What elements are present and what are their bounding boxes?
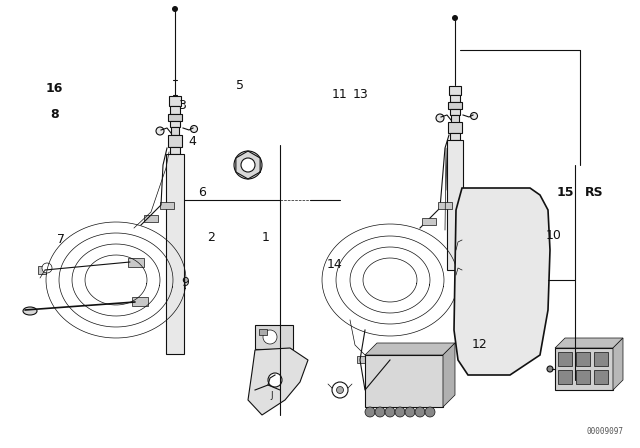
Bar xyxy=(558,352,572,366)
Circle shape xyxy=(337,387,344,393)
Bar xyxy=(255,325,293,349)
Circle shape xyxy=(547,366,553,372)
Circle shape xyxy=(395,407,405,417)
Circle shape xyxy=(172,6,178,12)
Bar xyxy=(365,355,443,407)
Text: 8: 8 xyxy=(50,108,59,121)
Bar xyxy=(170,121,180,127)
Circle shape xyxy=(250,386,258,394)
Text: 10: 10 xyxy=(546,228,561,242)
Bar xyxy=(422,218,436,225)
Circle shape xyxy=(405,407,415,417)
Text: 7: 7 xyxy=(57,233,65,246)
Bar xyxy=(594,352,608,366)
Text: 2: 2 xyxy=(207,231,215,244)
Bar xyxy=(168,114,182,121)
Bar xyxy=(170,106,180,114)
Bar xyxy=(447,140,463,270)
Polygon shape xyxy=(248,348,308,415)
Circle shape xyxy=(425,407,435,417)
Bar xyxy=(576,370,590,384)
Text: 11: 11 xyxy=(332,87,347,101)
Bar xyxy=(450,95,460,102)
Circle shape xyxy=(156,127,164,135)
Circle shape xyxy=(234,151,262,179)
Bar xyxy=(259,329,267,335)
Text: 16: 16 xyxy=(45,82,63,95)
Circle shape xyxy=(241,158,255,172)
Text: 13: 13 xyxy=(353,87,368,101)
Text: RS: RS xyxy=(584,186,604,199)
Circle shape xyxy=(497,247,523,273)
Polygon shape xyxy=(555,338,623,348)
Bar xyxy=(169,96,181,106)
Circle shape xyxy=(415,407,425,417)
Circle shape xyxy=(191,125,198,133)
Bar xyxy=(144,215,158,222)
Text: 14: 14 xyxy=(327,258,342,271)
Bar xyxy=(558,370,572,384)
Bar xyxy=(128,258,144,267)
Bar xyxy=(451,115,459,123)
Text: 4: 4 xyxy=(188,134,196,148)
Circle shape xyxy=(497,292,523,318)
Bar xyxy=(171,127,179,135)
Bar xyxy=(166,154,184,354)
Bar xyxy=(380,362,394,369)
Polygon shape xyxy=(613,338,623,390)
Circle shape xyxy=(385,407,395,417)
Circle shape xyxy=(470,112,477,120)
Text: 6: 6 xyxy=(198,186,205,199)
Bar xyxy=(450,109,460,115)
Bar xyxy=(168,135,182,147)
Circle shape xyxy=(365,407,375,417)
Circle shape xyxy=(500,340,520,360)
Bar xyxy=(132,297,148,306)
Bar xyxy=(170,147,180,154)
Text: J: J xyxy=(271,391,273,400)
Text: 00009097: 00009097 xyxy=(586,427,623,436)
Bar xyxy=(448,102,462,109)
Bar xyxy=(555,348,613,390)
Bar xyxy=(160,202,174,209)
Text: 12: 12 xyxy=(472,337,488,351)
Bar xyxy=(38,266,46,274)
Text: 5: 5 xyxy=(236,78,244,92)
Ellipse shape xyxy=(23,307,37,315)
Polygon shape xyxy=(365,343,455,355)
Bar xyxy=(594,370,608,384)
Bar xyxy=(448,122,462,133)
Text: 1: 1 xyxy=(262,231,269,244)
Circle shape xyxy=(263,330,277,344)
Circle shape xyxy=(332,382,348,398)
Bar xyxy=(357,356,371,363)
Text: 9: 9 xyxy=(182,276,189,289)
Circle shape xyxy=(42,263,52,273)
Bar xyxy=(576,352,590,366)
Polygon shape xyxy=(443,343,455,407)
Polygon shape xyxy=(454,188,550,375)
Circle shape xyxy=(268,373,282,387)
Text: 3: 3 xyxy=(179,99,186,112)
Circle shape xyxy=(436,114,444,122)
Bar xyxy=(449,86,461,95)
Text: 15: 15 xyxy=(556,186,574,199)
Bar xyxy=(438,202,452,209)
Circle shape xyxy=(375,407,385,417)
Circle shape xyxy=(452,15,458,21)
Bar xyxy=(450,133,460,140)
